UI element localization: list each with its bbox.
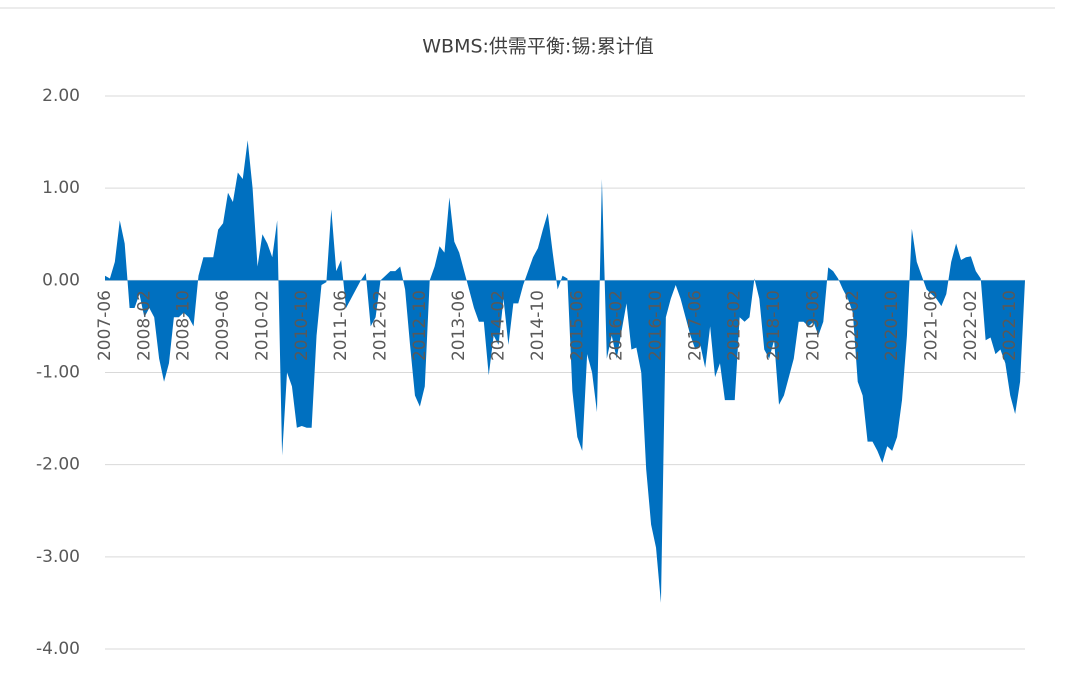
x-tick-label: 2020-10: [882, 290, 902, 361]
y-tick-label: -3.00: [36, 547, 80, 567]
x-tick-label: 2018-10: [764, 290, 784, 361]
x-tick-label: 2007-06: [95, 290, 115, 361]
x-tick-label: 2016-02: [607, 290, 627, 361]
y-tick-label: -1.00: [36, 363, 80, 383]
x-tick-label: 2012-02: [371, 290, 391, 361]
x-tick-label: 2020-02: [843, 290, 863, 361]
x-tick-label: 2012-10: [410, 290, 430, 361]
x-tick-label: 2008-10: [174, 290, 194, 361]
x-tick-label: 2018-02: [725, 290, 745, 361]
x-tick-label: 2017-06: [685, 290, 705, 361]
y-tick-label: -2.00: [36, 455, 80, 475]
y-tick-label: 1.00: [42, 178, 80, 198]
marks: [105, 140, 1025, 603]
x-tick-label: 2014-02: [489, 290, 509, 361]
x-tick-label: 2010-02: [252, 290, 272, 361]
y-tick-label: 0.00: [42, 270, 80, 290]
x-tick-label: 2009-06: [213, 290, 233, 361]
chart-title: WBMS:供需平衡:锡:累计值: [422, 36, 653, 58]
x-tick-label: 2010-10: [292, 290, 312, 361]
x-tick-label: 2011-06: [331, 290, 351, 361]
x-tick-label: 2022-02: [961, 290, 981, 361]
labels: -4.00 -3.00 -2.00 -1.00 0.00 1.00 2.00 2007-06 2…: [36, 86, 1020, 659]
y-tick-label: 2.00: [42, 86, 80, 106]
x-tick-label: 2022-10: [1000, 290, 1020, 361]
x-tick-label: 2016-10: [646, 290, 666, 361]
x-tick-label: 2015-06: [567, 290, 587, 361]
x-tick-label: 2021-06: [922, 290, 942, 361]
x-tick-label: 2019-06: [803, 290, 823, 361]
y-tick-label: -4.00: [36, 639, 80, 659]
x-tick-label: 2008-02: [134, 290, 154, 361]
area: [105, 140, 1025, 603]
x-tick-label: 2014-10: [528, 290, 548, 361]
x-tick-label: 2013-06: [449, 290, 469, 361]
